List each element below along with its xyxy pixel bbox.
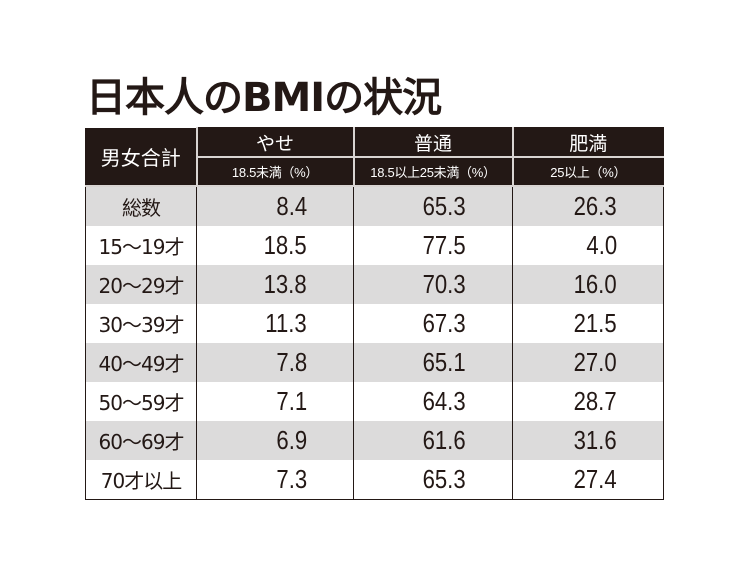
cell-underweight: 7.1: [196, 382, 354, 421]
cell-underweight: 6.9: [196, 421, 354, 460]
cell-normal: 77.5: [353, 226, 513, 265]
cell-normal: 70.3: [353, 265, 513, 304]
table-row: 15〜19才 18.5 77.5 4.0: [85, 226, 664, 265]
column-header-underweight: やせ: [195, 127, 355, 158]
table-row: 60〜69才 6.9 61.6 31.6: [85, 421, 664, 460]
cell-normal: 65.3: [353, 186, 513, 226]
cell-obese: 28.7: [512, 382, 664, 421]
row-label: 20〜29才: [85, 265, 197, 304]
table-row: 20〜29才 13.8 70.3 16.0: [85, 265, 664, 304]
row-label: 70才以上: [85, 460, 197, 500]
cell-obese: 26.3: [512, 186, 664, 226]
table-row: 70才以上 7.3 65.3 27.4: [85, 460, 664, 500]
corner-header: 男女合計: [85, 127, 198, 187]
row-label: 40〜49才: [85, 343, 197, 382]
column-subheader-normal: 18.5以上25未満（%）: [352, 156, 514, 187]
cell-underweight: 18.5: [196, 226, 354, 265]
table-row: 30〜39才 11.3 67.3 21.5: [85, 304, 664, 343]
row-label: 総数: [85, 186, 197, 226]
cell-normal: 67.3: [353, 304, 513, 343]
cell-obese: 31.6: [512, 421, 664, 460]
table-row: 総数 8.4 65.3 26.3: [85, 186, 664, 226]
column-header-normal: 普通: [352, 127, 514, 158]
bmi-table: 男女合計 やせ 普通 肥満 18.5未満（%） 18.5以上25未満（%） 25…: [85, 127, 664, 500]
cell-normal: 65.3: [353, 460, 513, 500]
cell-underweight: 13.8: [196, 265, 354, 304]
cell-normal: 64.3: [353, 382, 513, 421]
table-row: 50〜59才 7.1 64.3 28.7: [85, 382, 664, 421]
cell-underweight: 7.8: [196, 343, 354, 382]
cell-obese: 21.5: [512, 304, 664, 343]
column-subheader-obese: 25以上（%）: [511, 156, 664, 187]
cell-underweight: 8.4: [196, 186, 354, 226]
cell-normal: 61.6: [353, 421, 513, 460]
page-title: 日本人のBMIの状況: [86, 75, 442, 121]
cell-underweight: 7.3: [196, 460, 354, 500]
row-label: 15〜19才: [85, 226, 197, 265]
table-row: 40〜49才 7.8 65.1 27.0: [85, 343, 664, 382]
column-header-obese: 肥満: [511, 127, 664, 158]
row-label: 30〜39才: [85, 304, 197, 343]
cell-obese: 4.0: [512, 226, 664, 265]
cell-obese: 27.4: [512, 460, 664, 500]
cell-underweight: 11.3: [196, 304, 354, 343]
cell-obese: 27.0: [512, 343, 664, 382]
row-label: 50〜59才: [85, 382, 197, 421]
cell-normal: 65.1: [353, 343, 513, 382]
row-label: 60〜69才: [85, 421, 197, 460]
column-subheader-underweight: 18.5未満（%）: [195, 156, 355, 187]
cell-obese: 16.0: [512, 265, 664, 304]
